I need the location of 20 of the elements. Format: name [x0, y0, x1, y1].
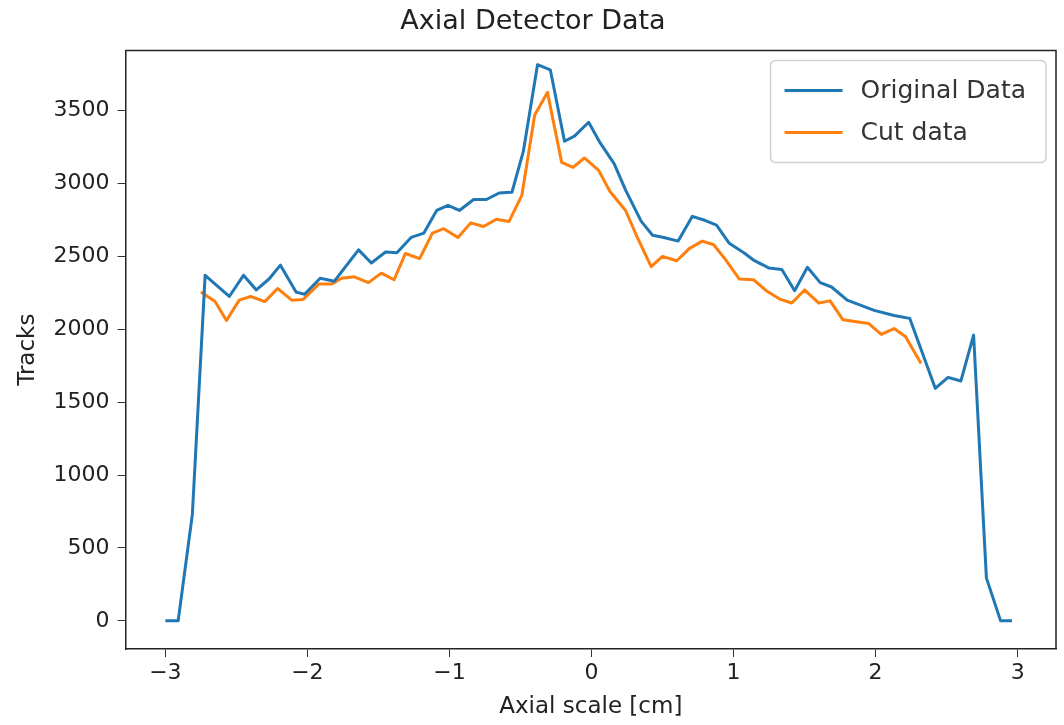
y-axis-title: Tracks: [12, 313, 39, 387]
y-tick-label: 3000: [53, 169, 110, 195]
x-axis-title: Axial scale [cm]: [499, 692, 683, 719]
y-tick-label: 1000: [53, 460, 110, 486]
legend-label: Original Data: [860, 74, 1026, 104]
chart-title: Axial Detector Data: [400, 4, 666, 36]
y-tick-label: 2500: [53, 242, 110, 268]
x-tick-label: −2: [291, 658, 324, 684]
x-tick-label: −3: [149, 658, 182, 684]
x-tick-label: 1: [726, 658, 741, 684]
x-tick-label: −1: [433, 658, 466, 684]
x-tick-label: 0: [584, 658, 599, 684]
y-tick-label: 500: [67, 533, 110, 559]
y-tick-label: 2000: [53, 315, 110, 341]
y-tick-label: 0: [95, 606, 110, 632]
x-tick-label: 2: [868, 658, 883, 684]
legend-label: Cut data: [860, 116, 968, 146]
x-tick-label: 3: [1010, 658, 1025, 684]
y-tick-label: 3500: [53, 96, 110, 122]
y-tick-label: 1500: [53, 387, 110, 413]
